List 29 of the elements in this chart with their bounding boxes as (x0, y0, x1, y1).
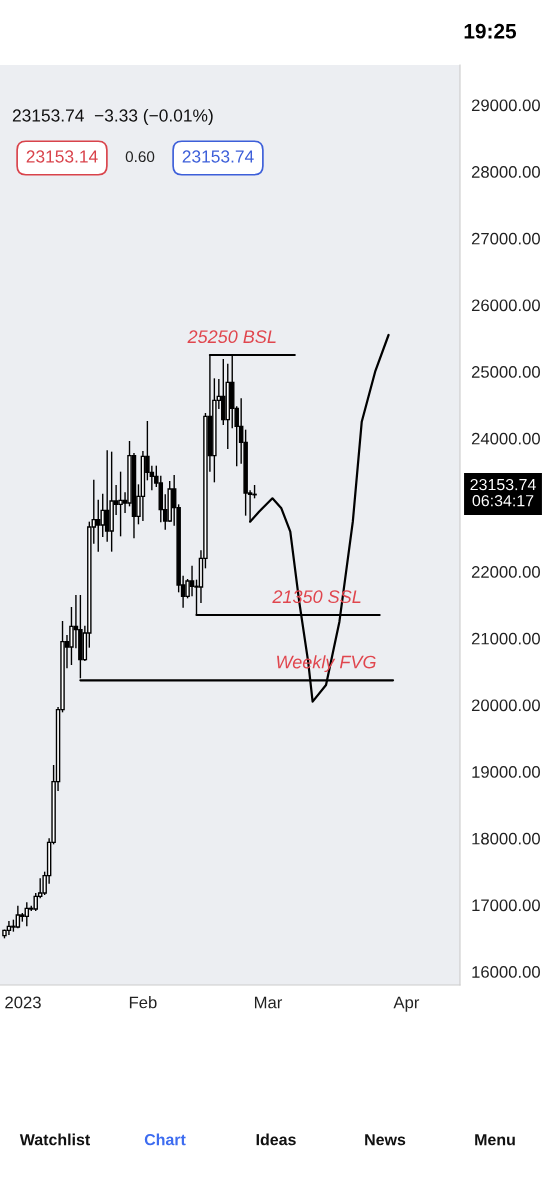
y-tick-label: 29000.00 (471, 99, 540, 112)
y-tick-label: 20000.00 (471, 699, 540, 712)
y-tick-label: 16000.00 (472, 966, 540, 978)
y-tick-label: 19000.00 (472, 766, 540, 778)
x-tick-label: 2023 (5, 996, 41, 1009)
text: Ideas (256, 1133, 296, 1146)
y-tick-label: 18000.00 (472, 832, 540, 845)
text: 23153.74 −3.33 (−0.01%) (12, 108, 213, 126)
y-tick-label: 28000.00 (471, 166, 540, 178)
text: Watchlist (19, 1133, 90, 1146)
annotation: 23153.74 (182, 150, 254, 163)
y-tick-label: 24000.00 (471, 432, 540, 445)
x-tick-label: Mar (254, 996, 283, 1009)
annotation: 0.60 (125, 151, 155, 163)
annotation: 25250 BSL (187, 330, 276, 344)
y-tick-label: 27000.00 (471, 232, 540, 245)
y-tick-label: 22000.00 (471, 566, 540, 578)
x-tick-label: Apr (393, 996, 420, 1012)
text: Chart (144, 1133, 186, 1146)
y-tick-label: 21000.00 (471, 632, 540, 645)
x-tick-label: Feb (129, 996, 157, 1009)
text: 19:25 (464, 23, 517, 39)
annotation: 23153.14 (26, 150, 98, 163)
y-tick-label: 25000.00 (471, 366, 540, 378)
text: 23153.74 06:34:17 (470, 478, 536, 507)
text: Menu (475, 1134, 515, 1146)
text: News (365, 1134, 406, 1146)
y-tick-label: 26000.00 (471, 299, 540, 312)
y-tick-label: 17000.00 (472, 899, 540, 912)
